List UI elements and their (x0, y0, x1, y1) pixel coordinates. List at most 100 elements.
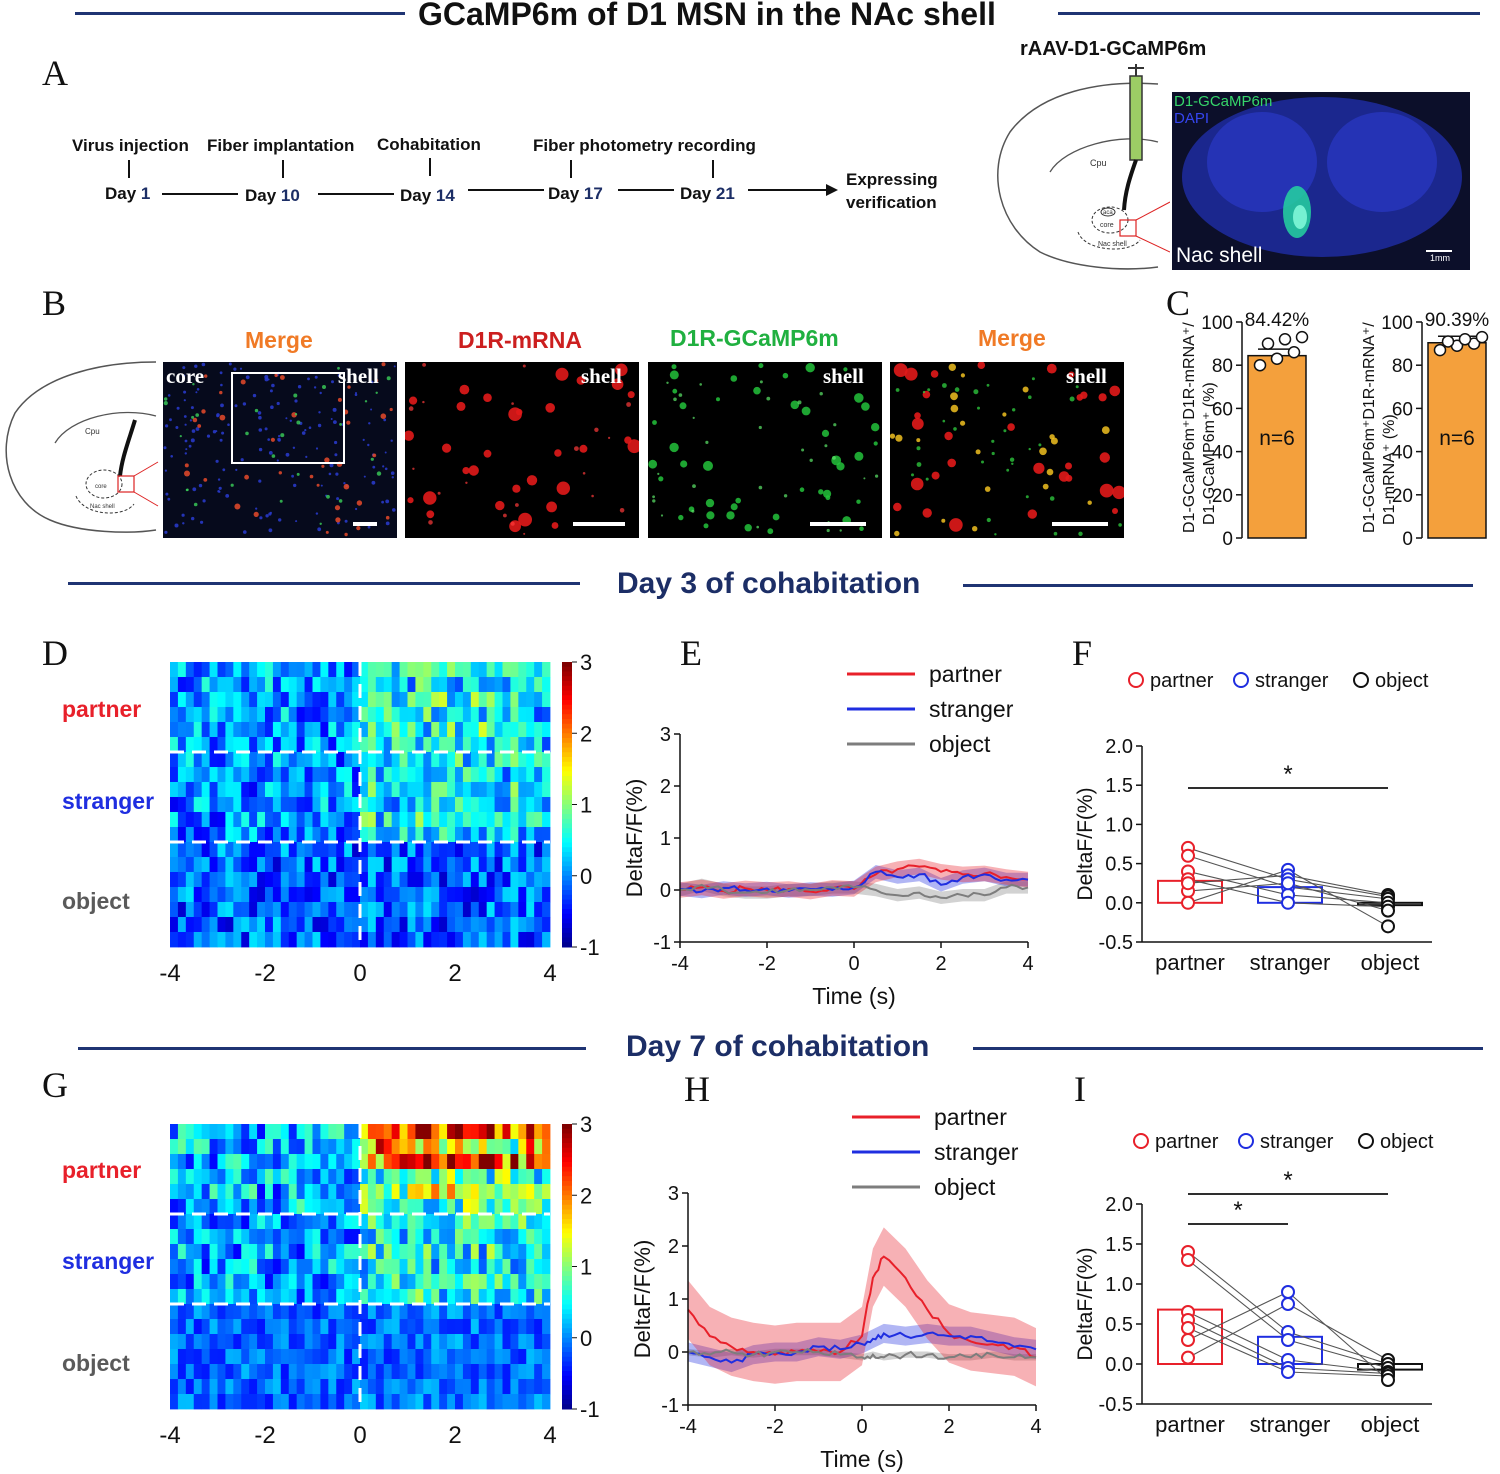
heat-cell (431, 812, 440, 828)
heat-cell (439, 1259, 448, 1275)
heat-cell (233, 767, 242, 783)
group-label-partner: partner (62, 696, 142, 722)
cell (184, 439, 188, 443)
heat-cell (494, 707, 503, 723)
heat-cell (486, 932, 495, 948)
x-axis-title: Time (s) (812, 983, 895, 1009)
heat-cell (542, 1154, 551, 1170)
heat-cell (526, 827, 535, 843)
heat-cell (391, 692, 400, 708)
cell (370, 380, 374, 384)
heat-cell (336, 1394, 345, 1410)
heat-cell (288, 902, 298, 918)
heat-cell (383, 677, 393, 693)
heat-cell (280, 1289, 290, 1305)
colorbar-segment (562, 1356, 572, 1362)
cell (219, 371, 223, 375)
heat-cell (193, 1154, 203, 1170)
heat-cell (312, 1229, 321, 1245)
heat-cell (455, 1154, 464, 1170)
cell (1033, 462, 1045, 474)
heat-cell (360, 737, 369, 753)
cell (197, 424, 202, 428)
cell (220, 403, 224, 408)
heat-cell (170, 887, 179, 903)
heat-cell (360, 842, 369, 858)
heat-cell (431, 1124, 440, 1140)
heat-cell (185, 1394, 195, 1410)
heat-cell (526, 1394, 535, 1410)
heat-cell (415, 737, 424, 753)
heat-cell (257, 782, 266, 798)
heat-cell (415, 842, 424, 858)
heat-cell (526, 1319, 535, 1335)
data-point (1458, 333, 1472, 346)
colorbar-segment (562, 1385, 572, 1391)
colorbar-segment (562, 1337, 572, 1343)
heat-cell (423, 1364, 432, 1380)
heat-cell (399, 767, 408, 783)
heat-cell (415, 1199, 424, 1215)
colorbar-segment (562, 1366, 572, 1372)
heat-cell (201, 857, 210, 873)
cell (192, 487, 197, 492)
heat-cell (288, 1304, 298, 1320)
heat-cell (209, 1379, 218, 1395)
heat-cell (233, 1244, 242, 1260)
cell (234, 404, 238, 408)
cell (753, 386, 761, 395)
panel-letter-g: G (42, 1065, 68, 1105)
heat-cell (415, 782, 424, 798)
heat-cell (534, 902, 543, 918)
heat-cell (534, 1139, 543, 1155)
heat-cell (407, 1124, 416, 1140)
heat-cell (209, 812, 218, 828)
cell (186, 488, 189, 492)
heat-cell (415, 887, 424, 903)
heat-cell (320, 1334, 329, 1350)
heat-cell (265, 797, 274, 813)
heat-cell (288, 677, 298, 693)
heat-cell (344, 932, 353, 948)
heat-cell (360, 692, 369, 708)
heat-cell (447, 857, 456, 873)
heat-cell (170, 812, 179, 828)
data-point (1287, 345, 1301, 359)
heat-cell (280, 692, 290, 708)
heat-cell (352, 1229, 361, 1245)
heat-cell (249, 692, 258, 708)
cell (1112, 485, 1124, 500)
heat-cell (209, 1349, 218, 1365)
day-word: Day (548, 184, 580, 203)
heat-cell (272, 932, 282, 948)
heat-cell (304, 1349, 313, 1365)
colorbar-segment (562, 1214, 572, 1220)
heat-cell (304, 857, 313, 873)
heat-cell (170, 1394, 179, 1410)
heat-cell (415, 827, 424, 843)
heat-cell (542, 1304, 551, 1320)
heat-cell (272, 842, 282, 858)
heat-cell (312, 932, 321, 948)
heat-cell (534, 1124, 543, 1140)
y-tick-label: -1 (653, 932, 671, 954)
heat-cell (352, 932, 361, 948)
heat-cell (510, 1229, 519, 1245)
heat-cell (462, 872, 472, 888)
heat-cell (241, 857, 250, 873)
heat-cell (486, 1244, 495, 1260)
heat-cell (170, 737, 179, 753)
heat-cell (201, 1139, 210, 1155)
heat-cell (272, 782, 282, 798)
heat-cell (344, 872, 353, 888)
colorbar-segment (562, 761, 572, 767)
heat-cell (185, 1364, 195, 1380)
heat-cell (383, 752, 393, 768)
y-tick-label: -0.5 (1099, 1394, 1133, 1416)
heat-cell (177, 932, 187, 948)
cell (459, 384, 470, 395)
heat-cell (280, 1349, 290, 1365)
heat-cell (470, 1319, 480, 1335)
heat-cell (265, 722, 274, 738)
heat-cell (272, 1214, 282, 1230)
